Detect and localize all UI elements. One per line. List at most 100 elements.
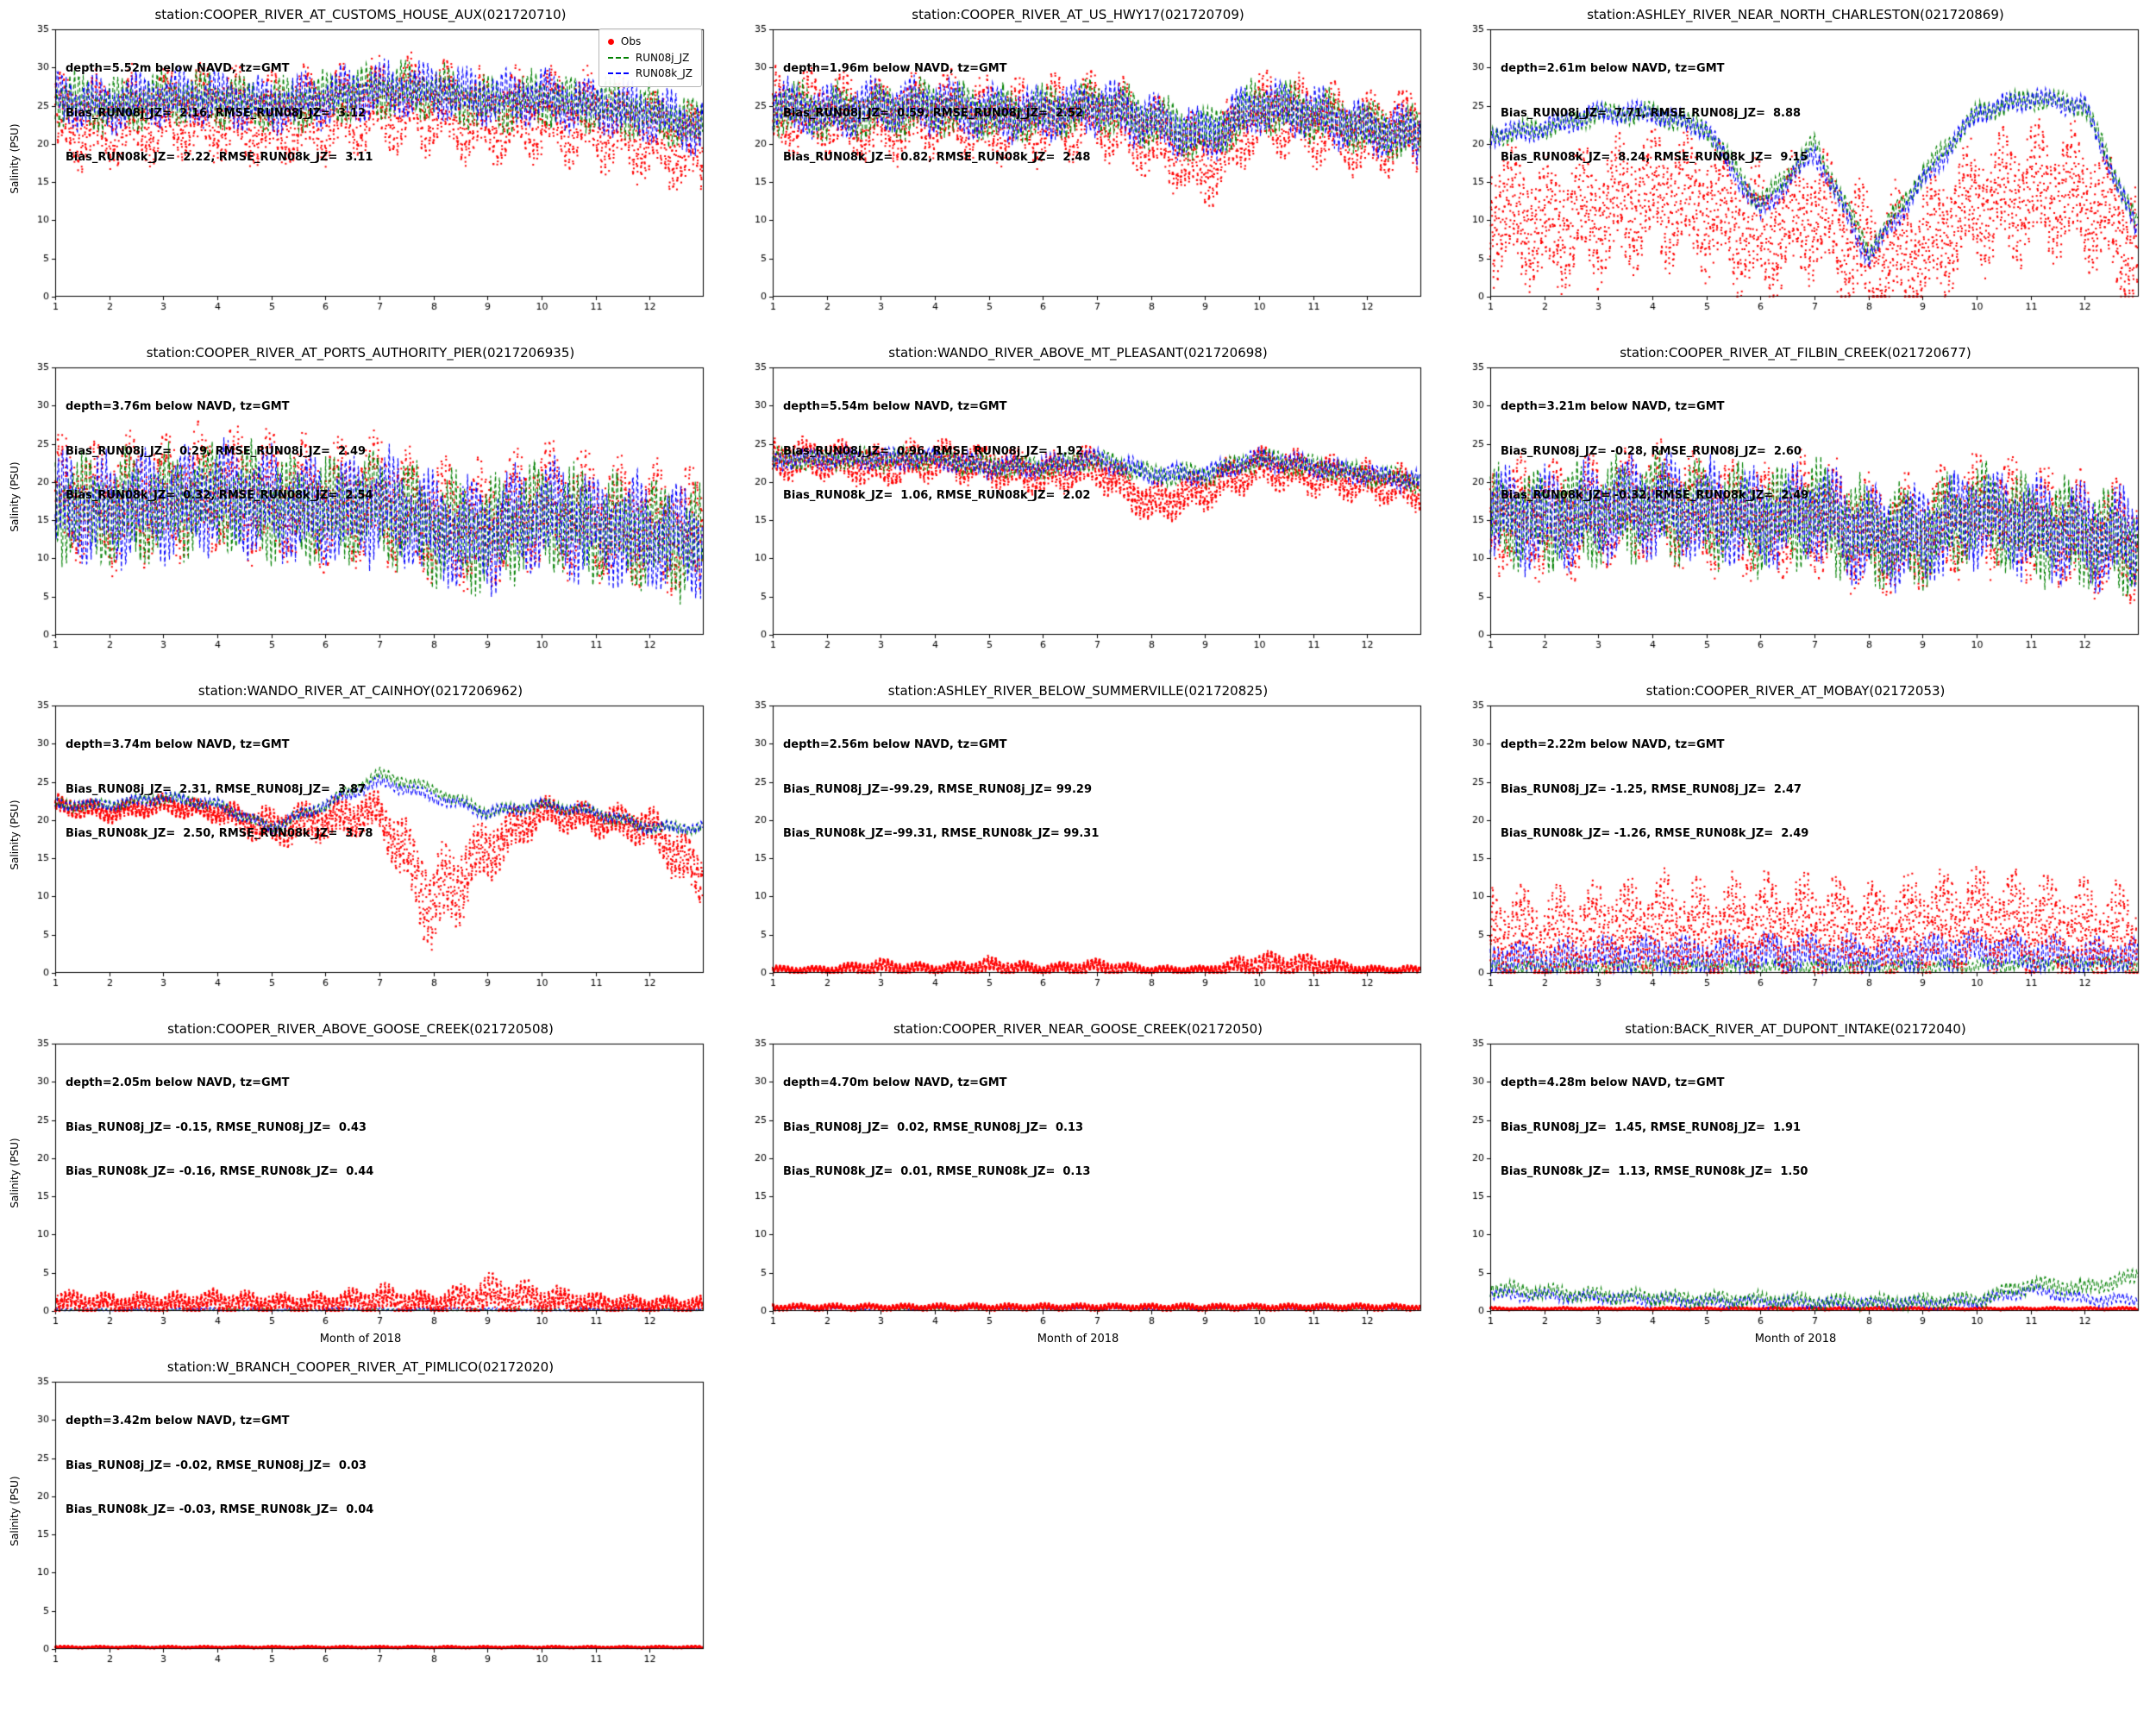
stats-annotation: depth=2.56m below NAVD, tz=GMT Bias_RUN0… <box>783 708 1099 871</box>
bias-run08j-line: Bias_RUN08j_JZ= 2.31, RMSE_RUN08j_JZ= 3.… <box>66 782 367 796</box>
bias-run08j-line: Bias_RUN08j_JZ= -0.15, RMSE_RUN08j_JZ= 0… <box>66 1120 367 1134</box>
depth-line: depth=5.54m below NAVD, tz=GMT <box>783 400 1007 414</box>
chart-title: station:COOPER_RIVER_AT_MOBAY(02172053) <box>1645 683 1946 699</box>
subplot-ashley-north-charleston: station:ASHLEY_RIVER_NEAR_NORTH_CHARLEST… <box>1444 5 2147 333</box>
y-axis-label <box>1444 700 1456 994</box>
stats-annotation: depth=2.22m below NAVD, tz=GMT Bias_RUN0… <box>1501 708 1808 871</box>
legend-entry-run08k: RUN08k_JZ <box>607 66 693 82</box>
depth-line: depth=3.21m below NAVD, tz=GMT <box>1501 400 1725 414</box>
x-axis-label: Month of 2018 <box>1037 1333 1119 1346</box>
chart-title: station:COOPER_RIVER_ABOVE_GOOSE_CREEK(0… <box>167 1021 554 1037</box>
stats-annotation: depth=3.42m below NAVD, tz=GMT Bias_RUN0… <box>66 1384 373 1547</box>
depth-line: depth=3.74m below NAVD, tz=GMT <box>66 738 290 752</box>
x-axis-label <box>1444 656 2147 671</box>
depth-line: depth=2.61m below NAVD, tz=GMT <box>1501 62 1725 76</box>
bias-run08j-line: Bias_RUN08j_JZ= 2.16, RMSE_RUN08j_JZ= 3.… <box>66 106 367 120</box>
depth-line: depth=4.70m below NAVD, tz=GMT <box>783 1076 1007 1090</box>
legend-entry-run08j: RUN08j_JZ <box>607 50 693 66</box>
stats-annotation: depth=4.70m below NAVD, tz=GMT Bias_RUN0… <box>783 1046 1090 1209</box>
stats-annotation: depth=1.96m below NAVD, tz=GMT Bias_RUN0… <box>783 32 1090 195</box>
bias-run08k-line: Bias_RUN08k_JZ= 2.22, RMSE_RUN08k_JZ= 3.… <box>66 151 373 165</box>
plot-area: depth=1.96m below NAVD, tz=GMT Bias_RUN0… <box>726 24 1430 317</box>
stats-annotation: depth=3.74m below NAVD, tz=GMT Bias_RUN0… <box>66 708 373 871</box>
subplot-above-goose-creek: station:COOPER_RIVER_ABOVE_GOOSE_CREEK(0… <box>9 1019 712 1347</box>
salinity-plot-canvas <box>1456 1038 2144 1332</box>
subplot-wando-mt-pleasant: station:WANDO_RIVER_ABOVE_MT_PLEASANT(02… <box>726 343 1430 671</box>
plot-area: depth=3.21m below NAVD, tz=GMT Bias_RUN0… <box>1444 362 2147 656</box>
y-axis-label <box>1444 24 1456 317</box>
bias-run08j-line: Bias_RUN08j_JZ= -0.28, RMSE_RUN08j_JZ= 2… <box>1501 444 1802 458</box>
chart-title: station:WANDO_RIVER_ABOVE_MT_PLEASANT(02… <box>888 345 1268 361</box>
bias-run08k-line: Bias_RUN08k_JZ= 1.13, RMSE_RUN08k_JZ= 1.… <box>1501 1165 1808 1179</box>
y-axis-label: Salinity (PSU) <box>9 1138 21 1208</box>
x-axis-label: Month of 2018 <box>319 1333 402 1346</box>
chart-title: station:WANDO_RIVER_AT_CAINHOY(021720696… <box>197 683 523 699</box>
bias-run08j-line: Bias_RUN08j_JZ= 1.45, RMSE_RUN08j_JZ= 1.… <box>1501 1120 1802 1134</box>
salinity-plot-canvas <box>738 1038 1426 1332</box>
plot-area: depth=2.22m below NAVD, tz=GMT Bias_RUN0… <box>1444 700 2147 994</box>
chart-title: station:COOPER_RIVER_AT_CUSTOMS_HOUSE_AU… <box>154 7 567 22</box>
bias-run08k-line: Bias_RUN08k_JZ= -0.16, RMSE_RUN08k_JZ= 0… <box>66 1165 374 1179</box>
subplot-customs-house-aux: station:COOPER_RIVER_AT_CUSTOMS_HOUSE_AU… <box>9 5 712 333</box>
x-axis-label <box>1444 317 2147 333</box>
chart-title: station:ASHLEY_RIVER_BELOW_SUMMERVILLE(0… <box>887 683 1269 699</box>
stats-annotation: depth=4.28m below NAVD, tz=GMT Bias_RUN0… <box>1501 1046 1808 1209</box>
plot-area: Salinity (PSU) depth=3.42m below NAVD, t… <box>9 1377 712 1670</box>
legend-label: Obs <box>620 35 642 47</box>
subplot-us-hwy17: station:COOPER_RIVER_AT_US_HWY17(0217207… <box>726 5 1430 333</box>
bias-run08k-line: Bias_RUN08k_JZ= -0.32, RMSE_RUN08k_JZ= 2… <box>1501 489 1809 503</box>
legend-entry-obs: Obs <box>607 34 693 50</box>
bias-run08j-line: Bias_RUN08j_JZ= 0.29, RMSE_RUN08j_JZ= 2.… <box>66 444 367 458</box>
chart-title: station:ASHLEY_RIVER_NEAR_NORTH_CHARLEST… <box>1587 7 2004 22</box>
y-axis-label <box>1444 362 1456 656</box>
salinity-plot-canvas <box>738 24 1426 317</box>
legend: Obs RUN08j_JZ RUN08k_JZ <box>598 28 702 87</box>
x-axis-label <box>9 317 712 333</box>
bias-run08k-line: Bias_RUN08k_JZ= 2.50, RMSE_RUN08k_JZ= 3.… <box>66 827 373 841</box>
bias-run08k-line: Bias_RUN08k_JZ= 0.01, RMSE_RUN08k_JZ= 0.… <box>783 1165 1091 1179</box>
x-axis-label <box>726 656 1430 671</box>
stats-annotation: depth=3.21m below NAVD, tz=GMT Bias_RUN0… <box>1501 370 1808 533</box>
bias-run08j-line: Bias_RUN08j_JZ=-99.29, RMSE_RUN08j_JZ= 9… <box>783 782 1092 796</box>
plot-area: depth=2.56m below NAVD, tz=GMT Bias_RUN0… <box>726 700 1430 994</box>
subplot-mobay: station:COOPER_RIVER_AT_MOBAY(02172053) … <box>1444 681 2147 1009</box>
run08j-dashed-line-marker <box>607 56 629 59</box>
x-axis-label <box>1444 994 2147 1009</box>
y-axis-label: Salinity (PSU) <box>9 800 21 870</box>
stats-annotation: depth=2.61m below NAVD, tz=GMT Bias_RUN0… <box>1501 32 1808 195</box>
bias-run08j-line: Bias_RUN08j_JZ= 7.71, RMSE_RUN08j_JZ= 8.… <box>1501 106 1802 120</box>
plot-area: Salinity (PSU) depth=5.52m below NAVD, t… <box>9 24 712 317</box>
stats-annotation: depth=3.76m below NAVD, tz=GMT Bias_RUN0… <box>66 370 373 533</box>
depth-line: depth=2.05m below NAVD, tz=GMT <box>66 1076 290 1090</box>
plot-area: depth=4.28m below NAVD, tz=GMT Bias_RUN0… <box>1444 1038 2147 1332</box>
subplot-dupont-intake: station:BACK_RIVER_AT_DUPONT_INTAKE(0217… <box>1444 1019 2147 1347</box>
x-axis-label <box>9 656 712 671</box>
salinity-plot-canvas <box>21 362 709 656</box>
chart-title: station:COOPER_RIVER_AT_PORTS_AUTHORITY_… <box>146 345 575 361</box>
x-axis-label <box>726 994 1430 1009</box>
stats-annotation: depth=2.05m below NAVD, tz=GMT Bias_RUN0… <box>66 1046 373 1209</box>
depth-line: depth=3.42m below NAVD, tz=GMT <box>66 1414 290 1428</box>
depth-line: depth=1.96m below NAVD, tz=GMT <box>783 62 1007 76</box>
bias-run08k-line: Bias_RUN08k_JZ= 0.32, RMSE_RUN08k_JZ= 2.… <box>66 489 373 503</box>
salinity-plot-canvas <box>1456 362 2144 656</box>
y-axis-label <box>1444 1038 1456 1332</box>
subplot-pimlico: station:W_BRANCH_COOPER_RIVER_AT_PIMLICO… <box>9 1358 712 1685</box>
x-axis-label <box>726 317 1430 333</box>
plot-area: depth=2.61m below NAVD, tz=GMT Bias_RUN0… <box>1444 24 2147 317</box>
depth-line: depth=2.22m below NAVD, tz=GMT <box>1501 738 1725 752</box>
x-axis-label <box>9 1670 712 1685</box>
y-axis-label <box>726 700 738 994</box>
bias-run08j-line: Bias_RUN08j_JZ= 0.96, RMSE_RUN08j_JZ= 1.… <box>783 444 1084 458</box>
x-axis-label: Month of 2018 <box>1754 1333 1837 1346</box>
chart-title: station:COOPER_RIVER_AT_FILBIN_CREEK(021… <box>1620 345 1971 361</box>
salinity-plot-canvas <box>21 1038 709 1332</box>
chart-title: station:COOPER_RIVER_AT_US_HWY17(0217207… <box>912 7 1244 22</box>
salinity-plot-canvas <box>738 362 1426 656</box>
y-axis-label: Salinity (PSU) <box>9 461 21 532</box>
y-axis-label <box>726 1038 738 1332</box>
chart-title: station:COOPER_RIVER_NEAR_GOOSE_CREEK(02… <box>893 1021 1263 1037</box>
stats-annotation: depth=5.52m below NAVD, tz=GMT Bias_RUN0… <box>66 32 373 195</box>
depth-line: depth=5.52m below NAVD, tz=GMT <box>66 62 290 76</box>
salinity-plot-canvas <box>21 24 709 317</box>
